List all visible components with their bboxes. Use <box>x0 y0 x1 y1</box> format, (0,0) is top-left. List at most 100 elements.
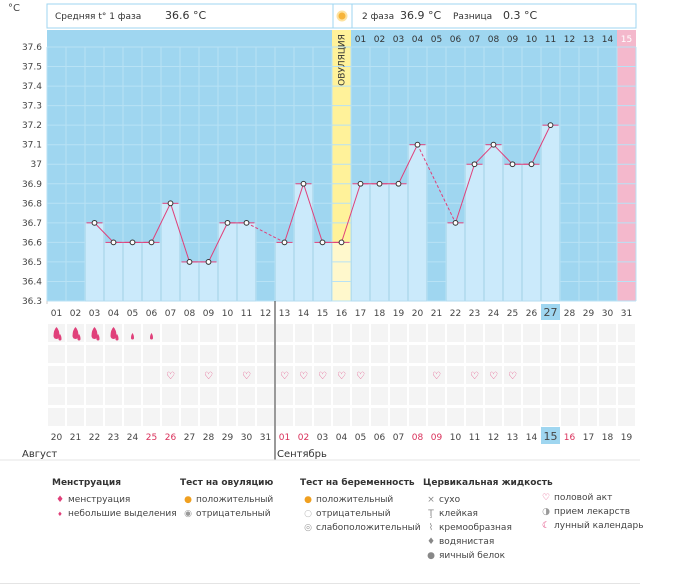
heart-icon: ♡ <box>280 371 289 382</box>
cycle-day-label: 02 <box>70 309 81 319</box>
cycle-day-label: 06 <box>146 309 158 319</box>
cycle-day-label: 29 <box>583 309 595 319</box>
symbol-cell <box>162 387 179 405</box>
symbol-cell <box>48 408 65 426</box>
phase2-label: 2 фаза <box>362 12 394 22</box>
date-label: 11 <box>469 433 480 443</box>
symbol-cell <box>447 324 464 342</box>
y-tick-label: 37.1 <box>22 141 42 151</box>
symbol-cell <box>181 408 198 426</box>
symbol-cell <box>618 387 635 405</box>
heart-icon: ♡ <box>204 371 213 382</box>
temperature-point <box>300 180 307 187</box>
symbol-cell <box>200 345 217 363</box>
legend-pregnancy-test: Тест на беременность ● положительный ○ отр… <box>300 478 421 535</box>
date-label: 02 <box>298 433 309 443</box>
date-label: 09 <box>431 433 443 443</box>
phase2-value: 36.9 °C <box>400 9 441 22</box>
temperature-line <box>303 183 323 243</box>
symbol-cell <box>143 366 160 384</box>
symbol-cell <box>219 366 236 384</box>
symbol-cell <box>561 324 578 342</box>
cycle-day-label: 16 <box>336 309 348 319</box>
symbol-cell <box>504 408 521 426</box>
symbol-cell <box>124 387 141 405</box>
symbol-cell <box>409 366 426 384</box>
symbol-cell <box>238 324 255 342</box>
symbol-cell <box>390 324 407 342</box>
symbol-cell <box>485 324 502 342</box>
heavy-drop-icon <box>58 334 62 341</box>
date-label: 17 <box>583 433 594 443</box>
symbol-cell <box>105 408 122 426</box>
sun-positive-icon <box>336 10 348 22</box>
temperature-bar <box>389 183 408 302</box>
heart-icon: ♡ <box>337 371 346 382</box>
temperature-bar <box>503 163 522 302</box>
temperature-bar <box>370 183 389 302</box>
legend-preg-positive: положительный <box>316 495 394 505</box>
heart-icon: ♡ <box>470 371 479 382</box>
light-drop-icon: ♦ <box>57 511 63 518</box>
temperature-line <box>398 144 418 184</box>
symbol-cell <box>314 345 331 363</box>
legend-cervical-watery: водянистая <box>439 537 495 547</box>
phase2-day-label: 06 <box>450 35 462 45</box>
symbol-cell <box>67 366 84 384</box>
cycle-day-label: 01 <box>51 309 62 319</box>
symbol-cell <box>219 387 236 405</box>
symbol-cell <box>428 345 445 363</box>
symbol-cell <box>390 408 407 426</box>
temperature-point <box>395 180 402 187</box>
date-label-today: 15 <box>544 430 558 443</box>
y-tick-label: 37.5 <box>22 63 42 73</box>
ovulation-label: ОВУЛЯЦИЯ <box>338 34 348 86</box>
symbol-cell <box>124 408 141 426</box>
phase2-day-label: 01 <box>355 35 366 45</box>
symbol-cell <box>428 408 445 426</box>
legend-light-item: небольшие выделения <box>68 509 177 519</box>
temperature-point <box>319 239 326 246</box>
symbol-cell <box>390 387 407 405</box>
dry-icon: × <box>427 495 435 505</box>
cycle-day-label: 03 <box>89 309 100 319</box>
symbol-cell <box>485 366 502 384</box>
cycle-day-label: 28 <box>564 309 576 319</box>
symbol-cell <box>580 324 597 342</box>
temperature-point <box>376 180 383 187</box>
date-label: 13 <box>507 433 518 443</box>
symbol-cell <box>67 387 84 405</box>
symbol-cell <box>295 324 312 342</box>
symbol-cell <box>580 366 597 384</box>
symbol-cell <box>314 387 331 405</box>
heart-icon: ♡ <box>508 371 517 382</box>
heavy-drop-icon <box>96 334 100 341</box>
symbol-cell <box>143 408 160 426</box>
heavy-drop-icon: ♦ <box>55 495 65 505</box>
symbol-cell <box>466 366 483 384</box>
date-label: 30 <box>241 433 253 443</box>
temperature-point <box>91 219 98 226</box>
cycle-day-label: 24 <box>488 309 500 319</box>
phase2-day-label: 08 <box>488 35 500 45</box>
symbol-cell <box>162 408 179 426</box>
temperature-bar <box>161 203 180 302</box>
symbol-cell <box>466 408 483 426</box>
legend-moon: лунный календарь <box>554 521 644 531</box>
cycle-day-label: 04 <box>108 309 120 319</box>
symbol-cell <box>428 366 445 384</box>
symbol-cell <box>219 408 236 426</box>
symbol-cell <box>580 387 597 405</box>
phase1-value: 36.6 °C <box>165 9 206 22</box>
temperature-bar <box>142 242 161 302</box>
temperature-line <box>531 124 551 165</box>
phase2-day-label: 02 <box>374 35 385 45</box>
symbol-cell <box>86 408 103 426</box>
temperature-point <box>414 141 421 148</box>
temperature-bar <box>199 261 218 302</box>
symbol-cell <box>238 345 255 363</box>
symbol-cell <box>523 387 540 405</box>
date-label: 28 <box>203 433 215 443</box>
symbol-cell <box>542 324 559 342</box>
date-label: 22 <box>89 433 100 443</box>
